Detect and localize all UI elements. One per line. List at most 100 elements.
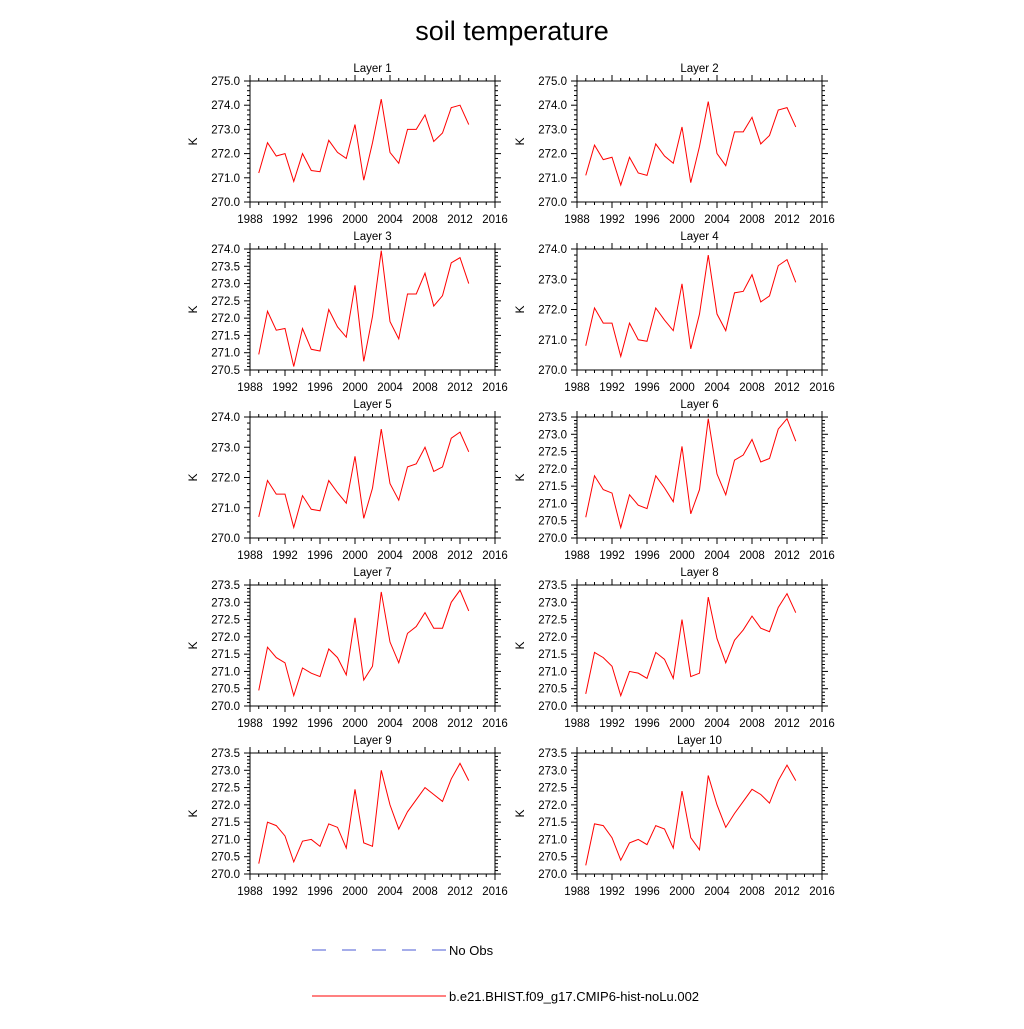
y-tick-label: 272.0 [538, 149, 567, 161]
y-tick-label: 271.0 [538, 335, 567, 347]
y-tick-label: 270.0 [211, 197, 240, 209]
plot-frame [577, 585, 822, 706]
y-tick-label: 270.0 [211, 701, 240, 713]
y-tick-label: 272.0 [211, 313, 240, 325]
y-axis-label: K [513, 809, 527, 817]
panel-layer-2: Layer 2K270.0271.0272.0273.0274.0275.019… [513, 63, 835, 226]
x-tick-label: 2012 [774, 886, 800, 898]
x-tick-label: 1996 [307, 550, 333, 562]
x-tick-label: 2012 [447, 886, 473, 898]
y-tick-label: 270.0 [538, 197, 567, 209]
plot-frame [250, 585, 495, 706]
y-tick-label: 270.0 [538, 869, 567, 881]
y-axis-label: K [186, 305, 200, 313]
x-tick-label: 1992 [599, 718, 625, 730]
x-tick-label: 1988 [564, 382, 590, 394]
x-tick-label: 2016 [482, 214, 508, 226]
panel-layer-1: Layer 1K270.0271.0272.0273.0274.0275.019… [186, 63, 508, 226]
y-tick-label: 271.5 [538, 481, 567, 493]
y-tick-label: 271.0 [538, 173, 567, 185]
y-tick-label: 274.0 [538, 244, 567, 256]
y-tick-label: 274.0 [211, 100, 240, 112]
x-tick-label: 1992 [272, 550, 298, 562]
x-tick-label: 2008 [412, 718, 438, 730]
x-tick-label: 1988 [237, 382, 263, 394]
y-tick-label: 270.5 [211, 365, 240, 377]
y-tick-label: 270.0 [211, 533, 240, 545]
x-tick-label: 2016 [809, 718, 835, 730]
plot-frame [250, 249, 495, 370]
x-tick-label: 1992 [599, 214, 625, 226]
y-tick-label: 272.0 [211, 149, 240, 161]
y-axis-label: K [186, 641, 200, 649]
x-tick-label: 2000 [342, 550, 368, 562]
x-tick-label: 1988 [237, 214, 263, 226]
y-tick-label: 271.0 [211, 348, 240, 360]
y-tick-label: 273.0 [538, 429, 567, 441]
x-tick-label: 1996 [307, 382, 333, 394]
panel-title: Layer 1 [353, 63, 391, 75]
x-tick-label: 2000 [669, 550, 695, 562]
y-tick-label: 272.0 [538, 305, 567, 317]
y-tick-label: 273.5 [211, 748, 240, 760]
y-tick-label: 272.0 [538, 800, 567, 812]
x-tick-label: 1996 [634, 886, 660, 898]
x-tick-label: 2016 [809, 550, 835, 562]
y-axis-label: K [186, 137, 200, 145]
y-axis-label: K [513, 641, 527, 649]
y-tick-label: 271.0 [211, 173, 240, 185]
panel-layer-8: Layer 8K270.0270.5271.0271.5272.0272.527… [513, 567, 835, 730]
series-line [259, 251, 469, 367]
panel-title: Layer 7 [353, 567, 391, 579]
panel-title: Layer 4 [680, 231, 719, 243]
x-tick-label: 2016 [809, 382, 835, 394]
series-line [259, 763, 469, 863]
y-tick-label: 270.5 [211, 852, 240, 864]
y-tick-label: 271.0 [211, 503, 240, 515]
x-tick-label: 2012 [774, 382, 800, 394]
y-tick-label: 272.5 [538, 783, 567, 795]
y-tick-label: 271.5 [211, 649, 240, 661]
x-tick-label: 2004 [377, 382, 403, 394]
y-tick-label: 271.0 [538, 834, 567, 846]
x-tick-label: 1992 [272, 382, 298, 394]
x-tick-label: 2016 [482, 886, 508, 898]
plot-frame [577, 753, 822, 874]
x-tick-label: 2008 [412, 550, 438, 562]
plot-frame [577, 81, 822, 202]
panel-layer-3: Layer 3K270.5271.0271.5272.0272.5273.027… [186, 231, 508, 394]
y-tick-label: 273.0 [538, 597, 567, 609]
panel-title: Layer 6 [680, 399, 718, 411]
y-axis-label: K [513, 473, 527, 481]
x-tick-label: 2008 [412, 886, 438, 898]
y-tick-label: 271.0 [538, 498, 567, 510]
legend-label-model: b.e21.BHIST.f09_g17.CMIP6-hist-noLu.002 [449, 989, 699, 1004]
y-tick-label: 274.0 [538, 100, 567, 112]
legend: No Obsb.e21.BHIST.f09_g17.CMIP6-hist-noL… [312, 943, 699, 1004]
y-tick-label: 273.0 [538, 124, 567, 136]
x-tick-label: 2012 [774, 550, 800, 562]
x-tick-label: 1996 [307, 214, 333, 226]
y-tick-label: 274.0 [211, 244, 240, 256]
y-tick-label: 272.0 [538, 632, 567, 644]
x-tick-label: 2016 [482, 550, 508, 562]
panel-layer-9: Layer 9K270.0270.5271.0271.5272.0272.527… [186, 735, 508, 898]
x-tick-label: 2004 [704, 886, 730, 898]
y-tick-label: 275.0 [538, 76, 567, 88]
x-tick-label: 2012 [447, 382, 473, 394]
x-tick-label: 2012 [447, 718, 473, 730]
y-tick-label: 273.0 [211, 124, 240, 136]
y-tick-label: 274.0 [211, 412, 240, 424]
y-tick-label: 270.0 [211, 869, 240, 881]
y-tick-label: 272.5 [538, 615, 567, 627]
y-tick-label: 270.5 [211, 684, 240, 696]
x-tick-label: 2012 [447, 550, 473, 562]
series-line [586, 594, 796, 696]
y-tick-label: 272.0 [211, 800, 240, 812]
x-tick-label: 1988 [564, 886, 590, 898]
series-line [586, 255, 796, 356]
y-tick-label: 272.5 [538, 447, 567, 459]
y-tick-label: 270.0 [538, 701, 567, 713]
